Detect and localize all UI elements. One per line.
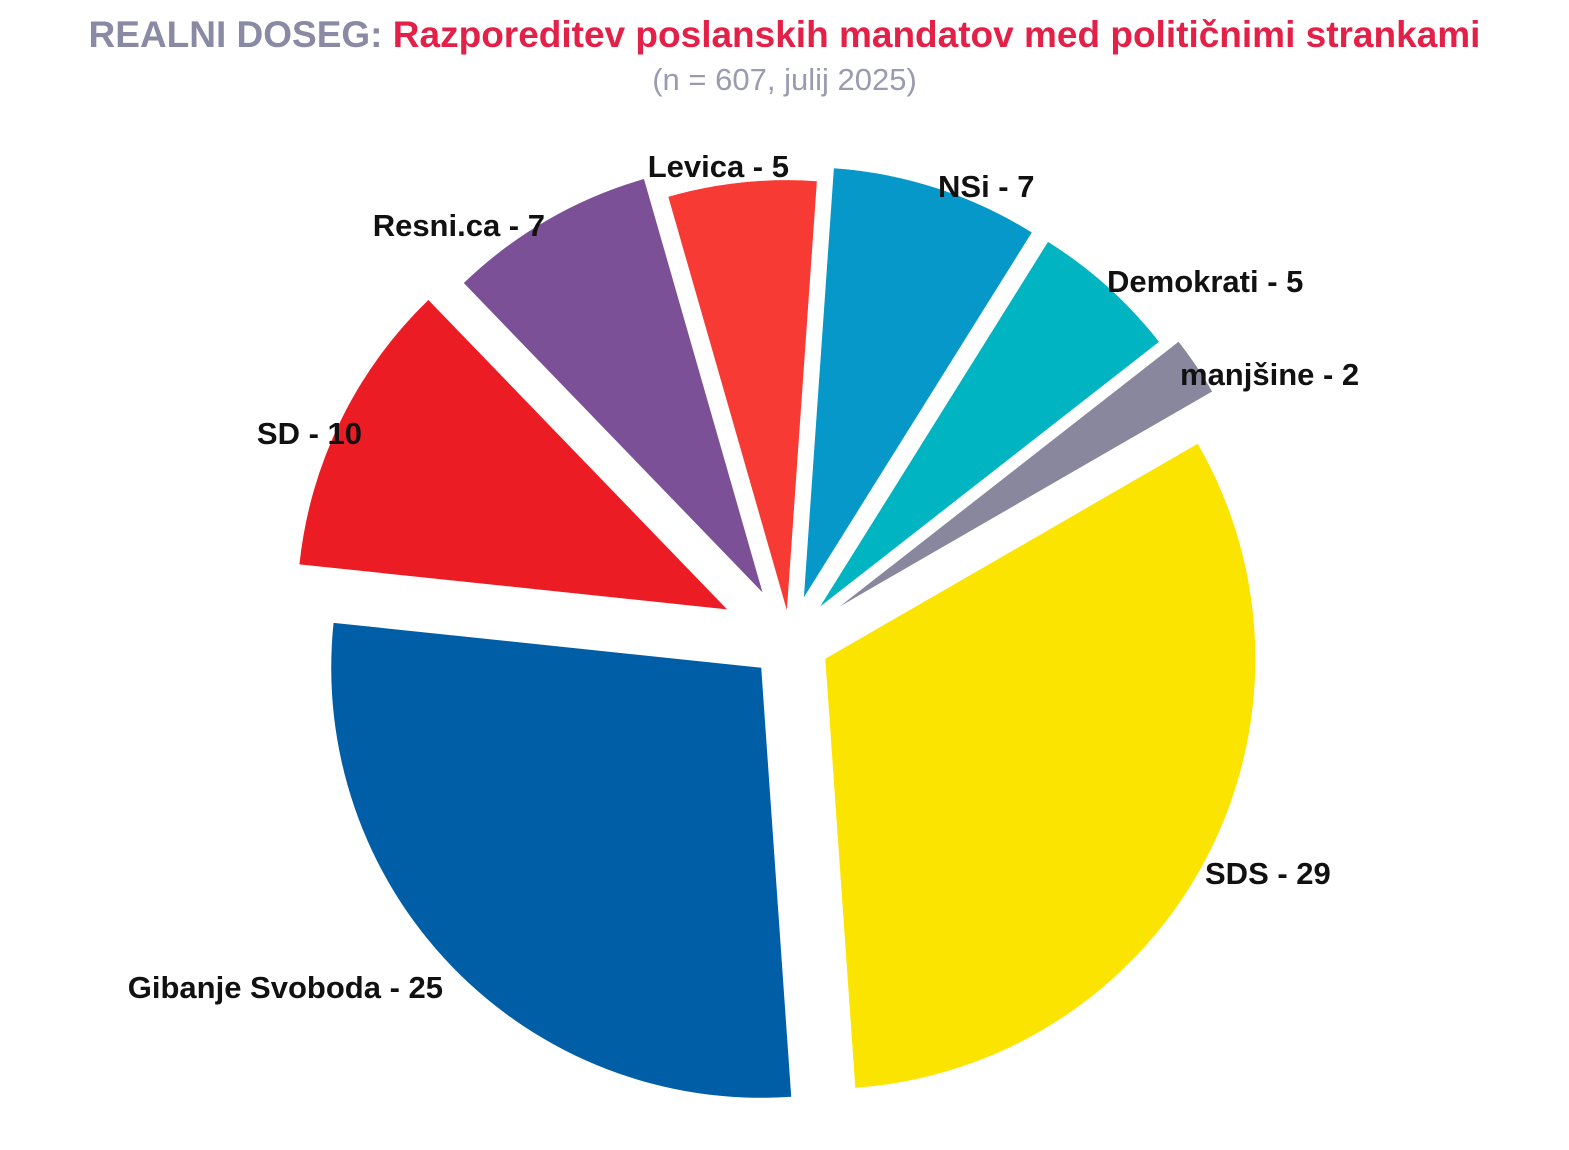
pie-slice-gibanje-svoboda: [331, 622, 792, 1098]
pie-slice-levica: [668, 180, 817, 611]
pie-slices: [299, 168, 1256, 1098]
chart-title: REALNI DOSEG: Razporeditev poslanskih ma…: [0, 14, 1569, 56]
pie-label-nsi: NSi - 7: [938, 169, 1034, 204]
pie-label-sds: SDS - 29: [1205, 856, 1331, 891]
chart-subtitle: (n = 607, julij 2025): [652, 62, 917, 97]
pie-label-gibanje-svoboda: Gibanje Svoboda - 25: [128, 970, 443, 1005]
pie-label-resni-ca: Resni.ca - 7: [373, 208, 545, 243]
pie-slice-nsi: [803, 168, 1032, 598]
pie-slice-demokrati: [820, 241, 1159, 607]
chart-title-prefix: REALNI DOSEG:: [88, 14, 383, 55]
pie-label-demokrati: Demokrati - 5: [1107, 264, 1303, 299]
pie-slice-sd: [299, 299, 728, 610]
pie-slice-manjsine: [839, 341, 1213, 607]
pie-label-sd: SD - 10: [257, 416, 362, 451]
chart-title-main: Razporeditev poslanskih mandatov med pol…: [392, 14, 1481, 55]
pie-labels: SDS - 29 Gibanje Svoboda - 25 SD - 10 Resni…: [128, 149, 1359, 1005]
pie-label-levica: Levica - 5: [648, 149, 789, 184]
pie-slice-sds: [825, 443, 1256, 1088]
pie-label-manjsine: manjšine - 2: [1180, 357, 1359, 392]
pie-slice-resni-ca: [463, 179, 763, 593]
